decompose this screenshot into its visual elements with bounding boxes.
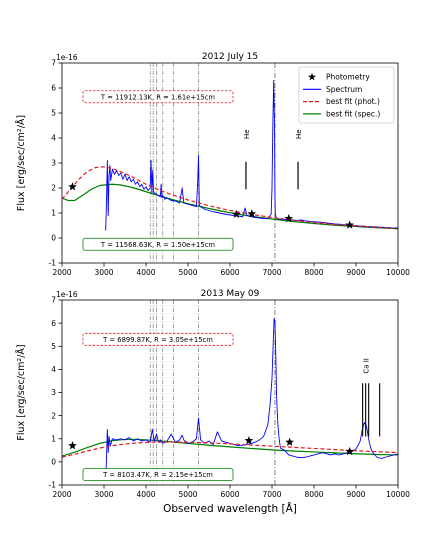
legend-entry-photometry-marker (308, 72, 316, 81)
y-tick-label: -1 (49, 259, 57, 268)
legend-entry-photometry-label: Photometry (326, 73, 370, 82)
phot-fit-annotation-text: T = 11912.13K, R = 1.61e+15cm (100, 93, 216, 101)
y-tick-label: 6 (51, 84, 56, 93)
y-tick-label: 0 (51, 234, 56, 243)
x-tick-label: 2000 (52, 490, 71, 499)
panel-2012-july-15: 2012 July 15 1e-16 Flux [erg/sec/cm²/Å] … (15, 52, 410, 277)
x-tick-label: 7000 (262, 268, 281, 277)
y-axis-label: Flux [erg/sec/cm²/Å] (15, 344, 27, 440)
x-tick-label: 3000 (94, 268, 113, 277)
y-tick-label: 6 (51, 319, 56, 328)
y-tick-label: 2 (51, 411, 56, 420)
x-tick-label: 5000 (178, 268, 197, 277)
y-tick-label: 3 (51, 159, 56, 168)
y-tick-label: 5 (51, 342, 56, 351)
x-tick-label: 4000 (136, 268, 155, 277)
y-offset-label: 1e-16 (56, 53, 78, 62)
x-tick-label: 2000 (52, 268, 71, 277)
panel-title: 2013 May 09 (201, 289, 260, 299)
photometry-point (345, 220, 355, 229)
photometry-point (231, 209, 241, 218)
panel-title: 2012 July 15 (202, 52, 258, 62)
legend-entry-best-fit-spec-label: best fit (spec.) (326, 110, 380, 119)
y-tick-label: 2 (51, 184, 56, 193)
axes-frame (61, 299, 399, 486)
spec-fit-annotation-text: T = 8103.47K, R = 2.15e+15cm (102, 471, 213, 479)
panel-2013-may-09: 2013 May 09 1e-16 Flux [erg/sec/cm²/Å] C… (15, 289, 410, 499)
y-tick-label: -1 (49, 481, 57, 490)
spec-fit-annotation-box (82, 468, 234, 481)
legend-entry-best-fit-phot-label: best fit (phot.) (326, 97, 380, 106)
photometry-point (285, 437, 295, 446)
series-best-fit-phot (62, 441, 398, 458)
x-tick-label: 10000 (386, 268, 410, 277)
y-tick-label: 4 (51, 365, 56, 374)
x-tick-label: 6000 (220, 268, 239, 277)
spec-fit-annotation-box (82, 237, 234, 251)
x-tick-label: 3000 (94, 490, 113, 499)
y-tick-label: 7 (51, 296, 56, 305)
y-tick-label: 1 (51, 434, 56, 443)
plot-area: He He 2000 3000 4000 5000 6000 7000 8000 9000 1000… (49, 59, 411, 277)
photometry-point (68, 182, 77, 191)
y-tick-label: 7 (51, 59, 56, 68)
x-tick-label: 6000 (220, 490, 239, 499)
y-axis-label: Flux [erg/sec/cm²/Å] (15, 115, 27, 211)
x-tick-label: 9000 (346, 490, 365, 499)
x-tick-label: 8000 (304, 268, 323, 277)
series-best-fit-phot (62, 166, 398, 230)
x-axis-label: Observed wavelength [Å] (163, 502, 297, 515)
phot-fit-annotation-box (82, 90, 234, 104)
photometry-point (244, 436, 254, 445)
x-tick-label: 7000 (262, 490, 281, 499)
series-best-fit-spec (62, 438, 398, 457)
y-tick-label: 5 (51, 109, 56, 118)
plot-area: Ca II 2000 3000 4000 5000 6000 7000 8000 9000 100… (49, 296, 411, 499)
photometry-point (345, 446, 355, 456)
photometry-point (284, 213, 294, 223)
series-spectrum (105, 80, 398, 231)
y-offset-label: 1e-16 (56, 290, 78, 299)
y-tick-label: 4 (51, 134, 56, 143)
x-tick-label: 8000 (304, 490, 323, 499)
x-tick-label: 4000 (136, 490, 155, 499)
y-tick-label: 1 (51, 209, 56, 218)
y-tick-label: 0 (51, 458, 56, 467)
plot-content (62, 300, 398, 485)
x-tick-label: 9000 (346, 268, 365, 277)
legend-entry-spectrum-label: Spectrum (326, 85, 362, 94)
photometry-point (68, 441, 77, 450)
he-line-label: He (243, 129, 251, 139)
legend-box (298, 66, 395, 124)
x-tick-label: 5000 (178, 490, 197, 499)
phot-fit-annotation-box (82, 332, 234, 346)
phot-fit-annotation-text: T = 6899.87K, R = 3.05e+15cm (102, 336, 213, 344)
x-tick-label: 10000 (386, 490, 410, 499)
series-best-fit-spec (62, 183, 398, 230)
he-line-label: He (295, 129, 303, 139)
photometry-point (247, 209, 257, 218)
y-tick-label: 3 (51, 388, 56, 397)
ca-ii-line-label: Ca II (363, 358, 371, 374)
spec-fit-annotation-text: T = 11568.63K, R = 1.50e+15cm (100, 241, 216, 249)
